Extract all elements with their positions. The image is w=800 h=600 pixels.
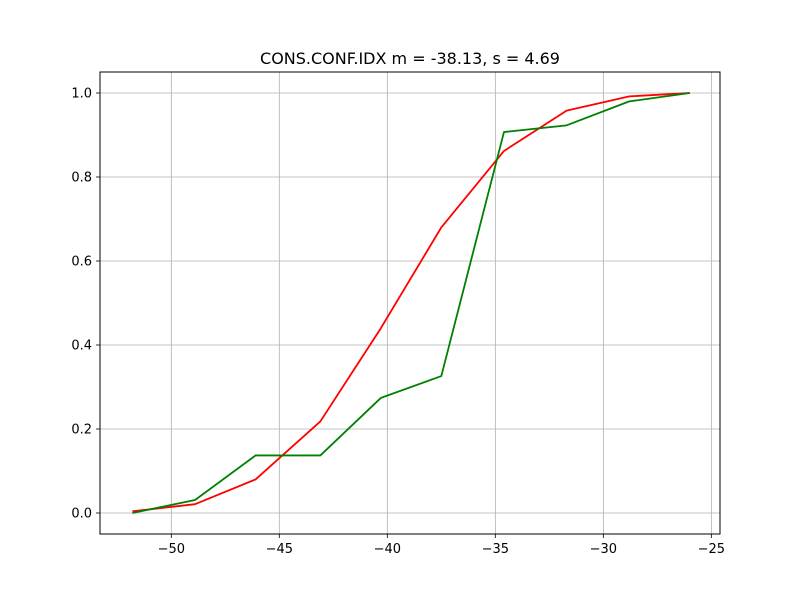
chart-title: CONS.CONF.IDX m = -38.13, s = 4.69 (260, 49, 560, 68)
x-tick-label: −25 (698, 542, 725, 557)
x-tick-label: −40 (374, 542, 401, 557)
y-tick-label: 0.4 (71, 339, 92, 354)
ticks: −50 −45 −40 −35 −30 −25 0.0 0.2 0.4 0.6 0.8 1.0 (71, 87, 725, 558)
y-tick-label: 1.0 (71, 87, 92, 102)
series-line-2 (132, 92, 690, 514)
grid (100, 72, 720, 534)
y-tick-label: 0.0 (71, 507, 92, 522)
series-line-1 (132, 92, 690, 513)
plot-frame (99, 71, 721, 535)
x-tick-label: −30 (590, 542, 617, 557)
series-layer (132, 92, 690, 514)
y-tick-label: 0.6 (71, 255, 92, 270)
x-tick-label: −50 (158, 542, 185, 557)
y-tick-label: 0.8 (71, 171, 92, 186)
x-tick-label: −35 (482, 542, 509, 557)
x-tick-label: −45 (266, 542, 293, 557)
y-tick-label: 0.2 (71, 423, 92, 438)
